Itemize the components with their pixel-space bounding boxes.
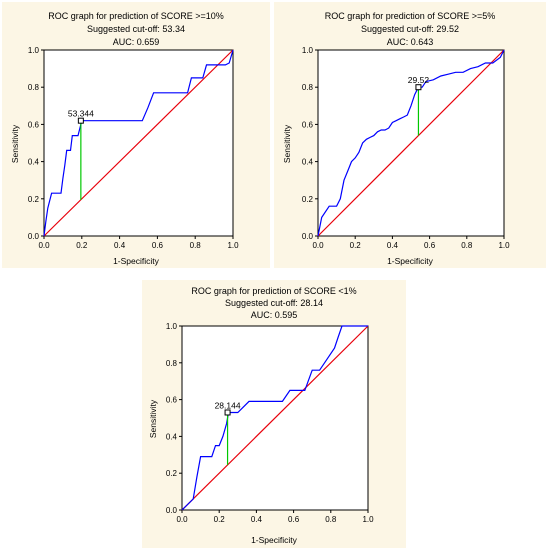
reference-diagonal-line [317, 49, 505, 237]
y-axis-label: Sensitivity [282, 124, 292, 163]
x-tick-label: 0.6 [288, 515, 300, 524]
x-tick-label: 0.0 [176, 515, 188, 524]
x-tick-label: 0.6 [424, 241, 436, 250]
y-tick-label: 0.8 [28, 83, 40, 92]
x-tick-label: 0.2 [76, 241, 88, 250]
x-tick-label: 1.0 [227, 241, 239, 250]
chart-auc-text: AUC: 0.643 [387, 37, 434, 47]
cutoff-point-marker [415, 84, 422, 91]
cutoff-point-label: 53.344 [68, 109, 94, 119]
y-tick-label: 0.6 [28, 120, 40, 129]
chart-cutoff-text: Suggested cut-off: 28.14 [225, 298, 323, 308]
x-tick-label: 0.4 [251, 515, 263, 524]
y-tick-label: 0.0 [302, 232, 314, 241]
y-tick-label: 0.6 [166, 396, 178, 405]
roc-panel-score-1: ROC graph for prediction of SCORE <1% Su… [142, 280, 406, 548]
x-tick-label: 0.8 [325, 515, 337, 524]
chart-title: ROC graph for prediction of SCORE >=5% [325, 11, 496, 21]
x-tick-label: 0.2 [214, 515, 226, 524]
y-tick-label: 0.2 [302, 195, 314, 204]
chart-auc-text: AUC: 0.595 [251, 310, 298, 320]
y-tick-label: 0.0 [28, 232, 40, 241]
x-axis-label: 1-Specificity [387, 256, 434, 266]
x-tick-label: 1.0 [498, 241, 510, 250]
y-axis-label: Sensitivity [10, 124, 20, 163]
y-tick-label: 1.0 [166, 322, 178, 331]
x-tick-label: 0.0 [38, 241, 50, 250]
reference-diagonal-line [43, 49, 234, 237]
chart-auc-text: AUC: 0.659 [113, 37, 160, 47]
chart-cutoff-text: Suggested cut-off: 29.52 [361, 24, 459, 34]
y-axis-label: Sensitivity [148, 399, 158, 438]
x-axis-label: 1-Specificity [251, 535, 298, 545]
y-tick-label: 0.2 [166, 469, 178, 478]
y-tick-label: 0.0 [166, 506, 178, 515]
roc-curve [43, 49, 234, 237]
cutoff-point-label: 29.52 [408, 75, 430, 85]
y-tick-label: 0.8 [302, 83, 314, 92]
chart-cutoff-text: Suggested cut-off: 53.34 [87, 24, 185, 34]
reference-diagonal-line [181, 325, 369, 511]
x-tick-label: 0.6 [152, 241, 164, 250]
x-axis-label: 1-Specificity [113, 256, 160, 266]
x-tick-label: 1.0 [362, 515, 374, 524]
cutoff-point-label: 28.144 [215, 400, 241, 410]
x-tick-label: 0.8 [461, 241, 473, 250]
x-tick-label: 0.4 [114, 241, 126, 250]
chart-title: ROC graph for prediction of SCORE <1% [191, 286, 356, 296]
roc-chart: ROC graph for prediction of SCORE >=10% … [10, 11, 239, 266]
y-tick-label: 0.4 [28, 158, 40, 167]
y-tick-label: 1.0 [302, 46, 314, 55]
roc-chart: ROC graph for prediction of SCORE <1% Su… [148, 286, 374, 545]
y-tick-label: 0.4 [166, 432, 178, 441]
roc-curve [317, 49, 505, 237]
x-tick-label: 0.2 [350, 241, 362, 250]
roc-panel-score-5: ROC graph for prediction of SCORE >=5% S… [274, 2, 546, 268]
x-tick-label: 0.4 [387, 241, 399, 250]
roc-panel-score-10: ROC graph for prediction of SCORE >=10% … [2, 2, 270, 268]
y-tick-label: 0.6 [302, 120, 314, 129]
y-tick-label: 0.2 [28, 195, 40, 204]
x-tick-label: 0.0 [312, 241, 324, 250]
y-tick-label: 0.8 [166, 359, 178, 368]
y-tick-label: 0.4 [302, 158, 314, 167]
roc-curve [181, 325, 368, 511]
x-tick-label: 0.8 [190, 241, 202, 250]
cutoff-point-marker [77, 117, 84, 124]
chart-title: ROC graph for prediction of SCORE >=10% [48, 11, 224, 21]
y-tick-label: 1.0 [28, 46, 40, 55]
roc-chart: ROC graph for prediction of SCORE >=5% S… [282, 11, 510, 266]
cutoff-point-marker [224, 409, 231, 416]
